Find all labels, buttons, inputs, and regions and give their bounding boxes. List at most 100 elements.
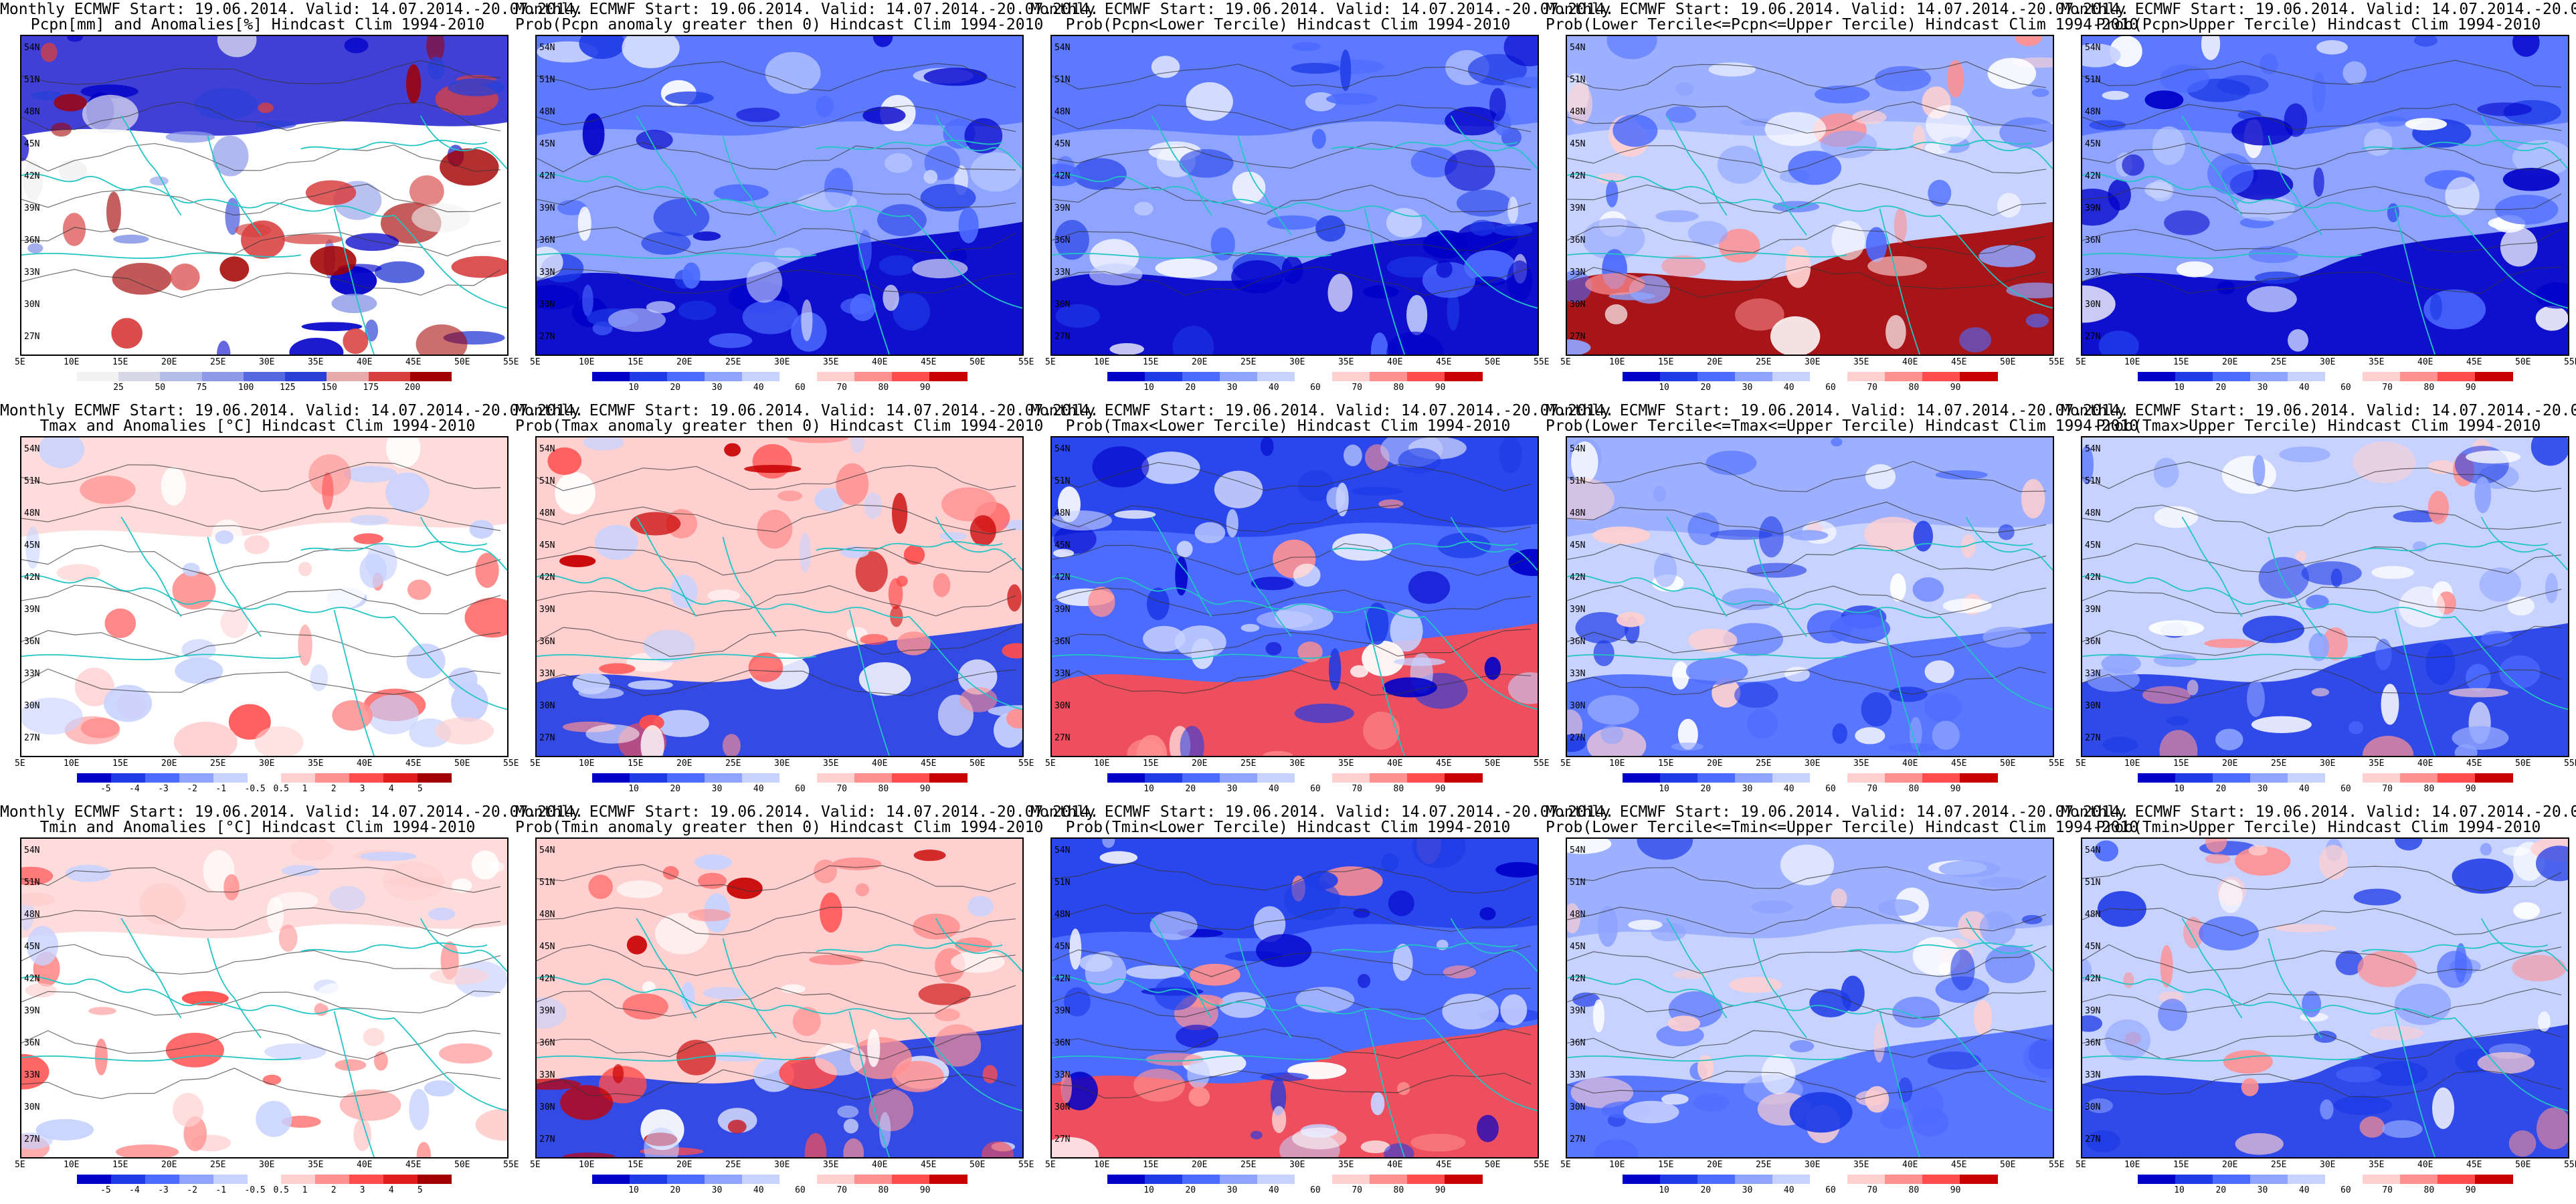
anomaly-patch	[1880, 1108, 1908, 1130]
colorbar-swatch	[1772, 773, 1811, 783]
anomaly-patch	[1873, 1022, 1885, 1063]
anomaly-patch	[273, 892, 318, 910]
longitude-label: 35E	[308, 1160, 324, 1170]
anomaly-patch	[310, 573, 366, 610]
coastline	[1846, 540, 2033, 552]
coastline	[300, 942, 488, 953]
anomaly-patch	[2480, 843, 2492, 856]
contour-line	[537, 142, 1016, 173]
latitude-label: 48N	[24, 508, 40, 518]
anomaly-patch	[643, 629, 695, 663]
colorbar-swatch	[1407, 372, 1445, 381]
colorbar-swatch	[817, 773, 855, 783]
longitude-label: 15E	[1143, 357, 1159, 367]
anomaly-patch	[2021, 479, 2045, 518]
anomaly-patch	[903, 544, 925, 565]
anomaly-patch	[1069, 928, 1082, 970]
anomaly-patch	[2234, 846, 2291, 876]
anomaly-patch	[1410, 1133, 1466, 1152]
colorbar-swatch	[2400, 1175, 2438, 1184]
anomaly-patch	[58, 159, 88, 182]
anomaly-patch	[256, 1100, 292, 1137]
colorbar-swatch	[2138, 1175, 2176, 1184]
anomaly-patch	[2512, 36, 2540, 57]
anomaly-patch	[1263, 750, 1293, 756]
anomaly-patch	[80, 476, 136, 504]
latitude-label: 39N	[2085, 203, 2101, 213]
latitude-label: 33N	[539, 1070, 555, 1080]
anomaly-patch	[1693, 1093, 1730, 1112]
anomaly-patch	[1226, 509, 1238, 538]
colorbar-swatch	[2325, 372, 2363, 381]
anomaly-patch	[2144, 181, 2172, 199]
anomaly-patch	[172, 570, 216, 610]
latitude-label: 42N	[539, 974, 555, 984]
contour-line	[21, 101, 501, 132]
anomaly-patch	[1357, 974, 1371, 989]
panel-title: Monthly ECMWF Start: 19.06.2014. Valid: …	[0, 402, 584, 419]
longitude-label: 45E	[1436, 759, 1452, 769]
latitude-label: 54N	[1054, 43, 1071, 53]
anomaly-patch	[1927, 1051, 1981, 1070]
map-panel: Monthly ECMWF Start: 19.06.2014. Valid: …	[1546, 803, 2138, 1204]
colorbar-tick-label: 1	[302, 784, 308, 794]
contour-line	[1567, 266, 2047, 298]
anomaly-patch	[332, 700, 373, 731]
longitude-label: 25E	[1240, 759, 1257, 769]
contour-line	[21, 668, 501, 695]
longitude-label: 55E	[1018, 357, 1034, 367]
panel-subtitle: Prob(Tmin anomaly greater then 0) Hindca…	[515, 819, 1044, 836]
anomaly-patch	[216, 340, 231, 355]
colorbar-swatch	[1107, 1175, 1145, 1184]
longitude-label: 5E	[15, 759, 25, 769]
anomaly-patch	[2082, 445, 2094, 484]
coastline	[21, 1055, 301, 1062]
map-panel: Monthly ECMWF Start: 19.06.2014. Valid: …	[1546, 0, 2138, 401]
anomaly-patch	[448, 667, 478, 692]
panel-subtitle: Pcpn[mm] and Anomalies[%] Hindcast Clim …	[30, 16, 485, 33]
longitude-label: 25E	[2271, 357, 2287, 367]
anomaly-patch	[868, 1089, 914, 1132]
anomaly-patch	[1188, 1086, 1210, 1107]
anomaly-patch	[434, 717, 494, 744]
colorbar-swatch	[2400, 773, 2438, 783]
map-field	[21, 437, 507, 756]
anomaly-patch	[537, 285, 579, 310]
anomaly-patch	[165, 131, 215, 143]
longitude-label: 20E	[2222, 357, 2238, 367]
colorbar-tick-label: 1	[302, 1185, 308, 1195]
anomaly-patch	[1569, 839, 1582, 847]
latitude-label: 36N	[24, 637, 40, 647]
anomaly-patch	[1133, 1068, 1185, 1102]
anomaly-patch	[262, 1074, 282, 1086]
longitude-label: 10E	[1609, 1160, 1625, 1170]
anomaly-patch	[1667, 1015, 1701, 1031]
contour-line	[1052, 904, 1532, 932]
longitude-label: 10E	[579, 357, 595, 367]
anomaly-patch	[579, 36, 626, 60]
anomaly-patch	[2144, 90, 2184, 110]
contour-line	[2082, 668, 2562, 699]
colorbar-tick-label: 0.5	[273, 784, 290, 794]
latitude-label: 42N	[2085, 974, 2101, 984]
latitude-label: 45N	[1570, 540, 1586, 550]
colorbar-swatch	[1960, 1175, 1998, 1184]
anomaly-patch	[867, 1029, 881, 1068]
latitude-label: 42N	[1570, 974, 1586, 984]
anomaly-patch	[2313, 167, 2324, 197]
anomaly-patch	[1145, 1053, 1204, 1066]
longitude-label: 40E	[357, 357, 373, 367]
coastline	[816, 139, 1003, 150]
anomaly-patch	[819, 892, 842, 933]
longitude-label: 25E	[1756, 1160, 1772, 1170]
anomaly-patch	[1606, 179, 1619, 208]
anomaly-patch	[2353, 441, 2416, 484]
coastline	[1237, 536, 1292, 637]
colorbar-tick-label: 10	[2174, 1185, 2185, 1195]
colorbar-swatch	[2288, 372, 2326, 381]
anomaly-patch	[2536, 1107, 2568, 1150]
anomaly-patch	[2247, 680, 2265, 717]
longitude-label: 35E	[1338, 357, 1354, 367]
anomaly-patch	[1865, 227, 1888, 262]
map-panel: Monthly ECMWF Start: 19.06.2014. Valid: …	[515, 401, 1099, 803]
